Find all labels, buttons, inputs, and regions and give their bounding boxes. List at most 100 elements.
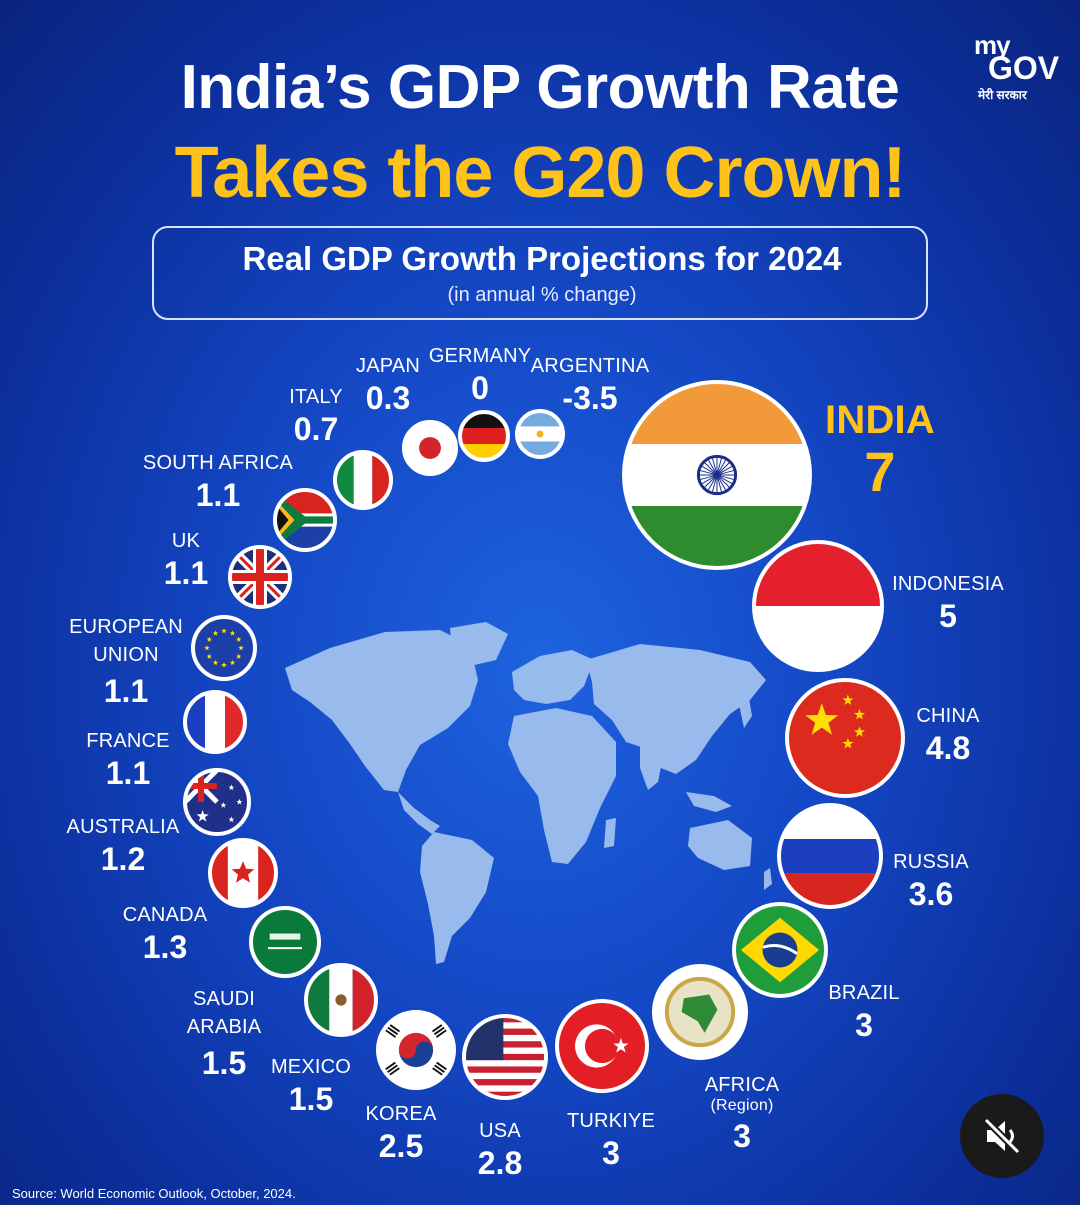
bubble-canada <box>208 838 278 908</box>
label-germany: GERMANY 0 <box>429 346 532 404</box>
label-china: CHINA 4.8 <box>916 706 979 764</box>
growth-value: 1.3 <box>142 929 188 965</box>
bubble-germany <box>458 410 510 462</box>
title-line-1: India’s GDP Growth Rate <box>180 53 900 122</box>
growth-value: 4.8 <box>925 730 971 766</box>
country-name: CHINA <box>916 705 980 727</box>
growth-value: 2.5 <box>378 1128 424 1164</box>
label-indonesia: INDONESIA 5 <box>892 574 1004 632</box>
bubble-india <box>622 380 812 570</box>
country-name: INDONESIA <box>892 573 1004 595</box>
label-african-union: AFRICA (Region) 3 <box>705 1075 780 1152</box>
country-name: USA <box>479 1120 521 1142</box>
logo-my: my <box>974 30 1011 60</box>
growth-value: 3 <box>733 1118 751 1154</box>
logo-gov: GOV <box>988 50 1060 86</box>
label-argentina: ARGENTINA -3.5 <box>531 356 649 414</box>
speaker-muted-icon <box>983 1117 1021 1155</box>
country-name: SAUDI ARABIA <box>186 988 262 1038</box>
bubble-italy <box>333 450 393 510</box>
subtitle-box: Real GDP Growth Projections for 2024 (in… <box>152 226 928 320</box>
label-india: INDIA 7 <box>825 400 935 500</box>
growth-value: 0.7 <box>293 411 339 447</box>
growth-value: 3 <box>855 1007 873 1043</box>
bubble-brazil <box>732 902 828 998</box>
country-name: UK <box>171 530 201 552</box>
growth-value: 3.6 <box>908 876 954 912</box>
bubble-mexico <box>304 963 378 1037</box>
country-name: FRANCE <box>86 730 170 752</box>
country-name: SOUTH AFRICA <box>142 452 294 474</box>
growth-value: 1.1 <box>195 477 241 513</box>
flag-turkiye <box>557 1001 647 1091</box>
bubble-australia <box>183 768 251 836</box>
growth-value: 7 <box>864 440 896 503</box>
growth-value: 5 <box>939 598 957 634</box>
source-note: Source: World Economic Outlook, October,… <box>12 1186 296 1201</box>
country-name: INDIA <box>825 398 935 442</box>
growth-value: 1.2 <box>100 841 146 877</box>
label-korea: KOREA 2.5 <box>365 1104 436 1162</box>
growth-value: 1.1 <box>163 555 209 591</box>
country-name: RUSSIA <box>893 851 969 873</box>
growth-value: 0.3 <box>365 380 411 416</box>
country-name: JAPAN <box>356 355 420 377</box>
country-name: ITALY <box>289 386 343 408</box>
label-south-africa: SOUTH AFRICA 1.1 <box>143 453 293 511</box>
country-name: BRAZIL <box>828 982 900 1004</box>
label-mexico: MEXICO 1.5 <box>271 1057 351 1115</box>
title-line-2: Takes the G20 Crown! <box>174 133 907 213</box>
label-uk: UK 1.1 <box>164 531 208 589</box>
label-canada: CANADA 1.3 <box>123 905 208 963</box>
country-name: TURKIYE <box>566 1110 656 1132</box>
flag-african-union <box>654 966 746 1058</box>
label-european-union: EUROPEAN UNION 1.1 <box>69 613 183 707</box>
country-name: CANADA <box>122 904 208 926</box>
mute-button[interactable] <box>960 1094 1044 1178</box>
bubble-turkiye <box>555 999 649 1093</box>
flag-china <box>787 680 903 796</box>
growth-value: 1.5 <box>201 1045 247 1081</box>
growth-value: 1.1 <box>105 755 151 791</box>
region-note: (Region) <box>710 1097 774 1114</box>
bubble-china <box>785 678 905 798</box>
flag-usa <box>464 1016 546 1098</box>
bubble-france <box>183 690 247 754</box>
growth-value: 2.8 <box>477 1145 523 1181</box>
bubble-saudi-arabia <box>249 906 321 978</box>
logo-tagline: मेरी सरकार <box>978 88 1027 102</box>
flag-brazil <box>734 904 826 996</box>
flag-korea <box>378 1012 454 1088</box>
growth-value: 0 <box>471 370 489 406</box>
country-name: AFRICA <box>704 1074 780 1096</box>
bubble-usa <box>462 1014 548 1100</box>
label-russia: RUSSIA 3.6 <box>893 852 969 910</box>
country-name: AUSTRALIA <box>66 816 180 838</box>
bubble-indonesia <box>752 540 884 672</box>
label-saudi-arabia: SAUDI ARABIA 1.5 <box>187 985 262 1079</box>
label-brazil: BRAZIL 3 <box>828 983 899 1041</box>
bubble-south-africa <box>273 488 337 552</box>
growth-value: 3 <box>602 1135 620 1171</box>
label-japan: JAPAN 0.3 <box>356 356 420 414</box>
chart-unit-note: (in annual % change) <box>447 284 637 306</box>
country-name: GERMANY <box>428 345 532 367</box>
label-france: FRANCE 1.1 <box>86 731 169 789</box>
growth-value: -3.5 <box>562 380 618 416</box>
label-turkiye: TURKIYE 3 <box>567 1111 655 1169</box>
bubble-uk <box>228 545 292 609</box>
bubble-japan <box>402 420 458 476</box>
bubble-european-union <box>191 615 257 681</box>
bubble-african-union <box>652 964 748 1060</box>
growth-value: 1.1 <box>103 673 149 709</box>
label-italy: ITALY 0.7 <box>289 387 343 445</box>
country-name: EUROPEAN UNION <box>69 616 183 666</box>
country-name: KOREA <box>365 1103 437 1125</box>
chart-subtitle: Real GDP Growth Projections for 2024 <box>242 240 842 277</box>
bubble-argentina <box>515 409 565 459</box>
bubble-korea <box>376 1010 456 1090</box>
growth-value: 1.5 <box>288 1081 334 1117</box>
label-usa: USA 2.8 <box>478 1121 522 1179</box>
